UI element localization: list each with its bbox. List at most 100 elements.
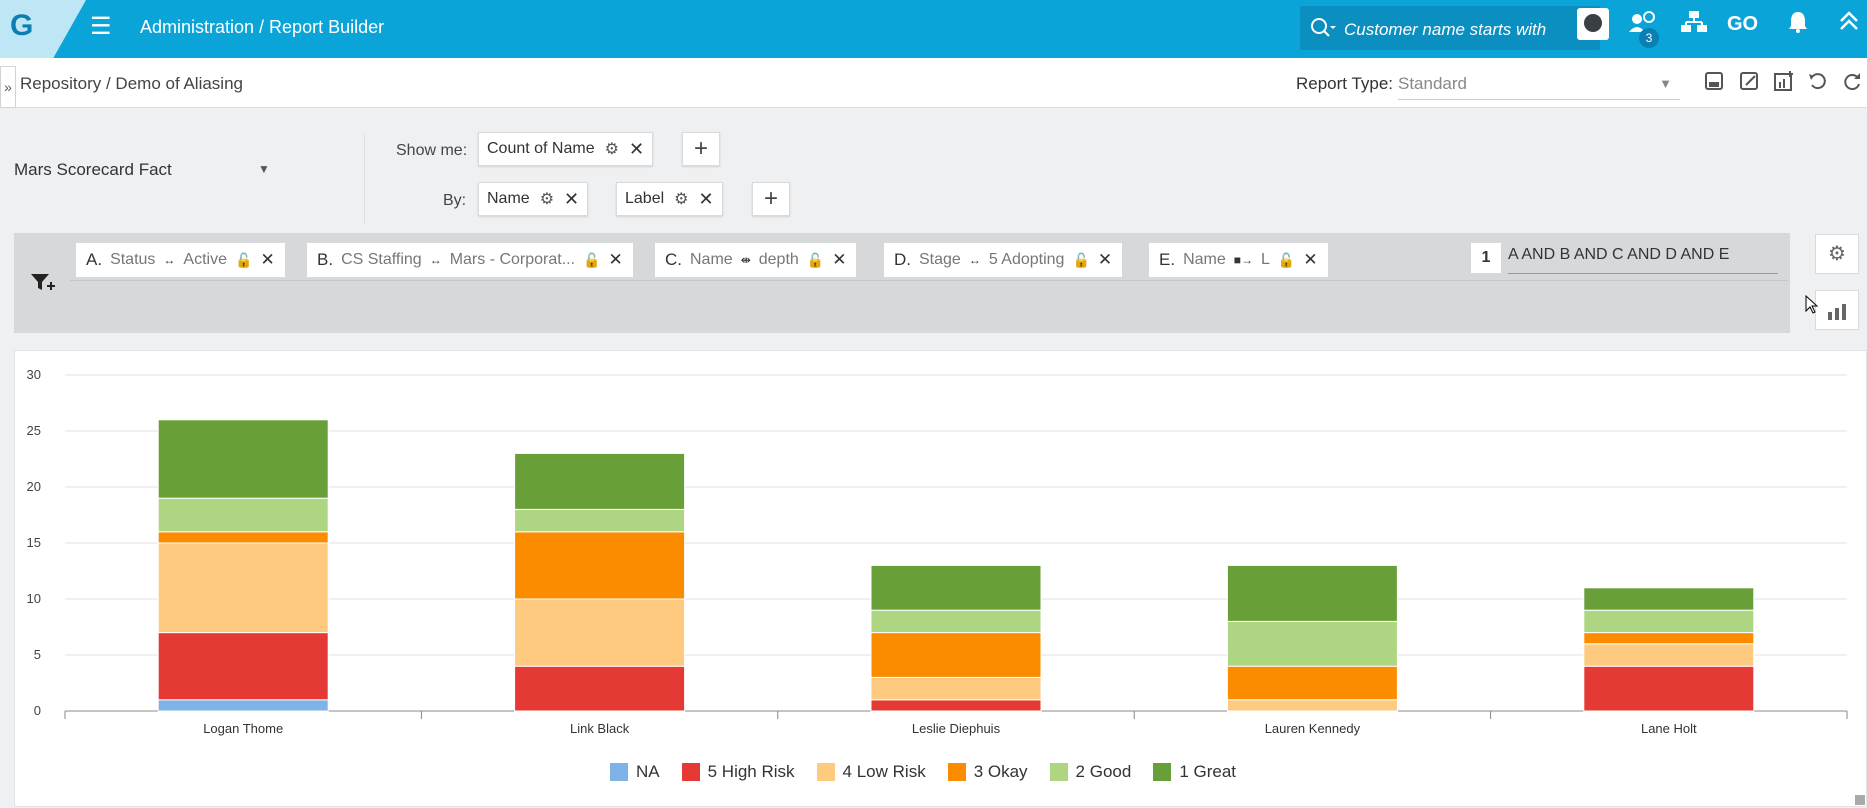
divider (70, 280, 1788, 281)
unlock-icon[interactable]: 🔓 (806, 251, 825, 268)
filter-value: Active (183, 251, 227, 268)
collapse-header-icon[interactable] (1838, 10, 1860, 38)
filter-chip-c[interactable]: C. Name ⇼ depth 🔓 ✕ (655, 243, 857, 277)
bar-segment (157, 632, 329, 701)
expand-panel-button[interactable]: » (0, 66, 16, 108)
save-icon[interactable] (1702, 70, 1726, 94)
bar-segment (1226, 564, 1398, 622)
close-icon[interactable]: ✕ (628, 138, 645, 159)
show-me-field-chip[interactable]: Count of Name ⚙ ✕ (478, 132, 654, 166)
global-search[interactable]: Customer name starts with (1300, 6, 1600, 50)
hierarchy-icon[interactable] (1680, 10, 1708, 40)
unlock-icon[interactable]: 🔓 (1277, 251, 1296, 268)
bar-segment (1583, 643, 1755, 667)
filter-chip-d[interactable]: D. Stage ↔ 5 Adopting 🔓 ✕ (884, 243, 1123, 277)
unlock-icon[interactable]: 🔓 (1072, 251, 1090, 268)
bell-icon[interactable] (1788, 10, 1808, 40)
stacked-bar-chart: 0 5 10 15 20 25 30 Logan Thome Link Black Leslie … (27, 367, 1848, 736)
filter-chip-e[interactable]: E. Name ■→ L 🔓 ✕ (1149, 243, 1328, 277)
legend-swatch (1153, 763, 1172, 781)
filter-logic-input[interactable]: A AND B AND C AND D AND E (1508, 244, 1778, 274)
y-tick-label: 30 (27, 367, 41, 382)
legend-label: NA (636, 762, 660, 781)
report-breadcrumb[interactable]: Repository / Demo of Aliasing (20, 74, 243, 93)
group-by-chip-name[interactable]: Name ⚙ ✕ (478, 182, 589, 216)
bar-segment (157, 497, 329, 533)
bar-segment (1583, 609, 1755, 634)
report-type-select[interactable]: Standard ▼ (1398, 70, 1680, 100)
search-icon[interactable] (1310, 17, 1336, 44)
filter-chip-b[interactable]: B. CS Staffing ↔ Mars - Corporat... 🔓 ✕ (307, 243, 633, 277)
go-button[interactable]: GO (1727, 13, 1759, 35)
report-type-value[interactable]: Standard (1398, 74, 1467, 93)
close-icon[interactable]: ✕ (1097, 250, 1113, 269)
bar-segment (1226, 665, 1398, 701)
filter-key: E. (1159, 250, 1176, 269)
source-object-select[interactable]: Mars Scorecard Fact (14, 160, 172, 179)
filter-value: L (1261, 251, 1270, 268)
legend-item[interactable]: 1 Great (1153, 762, 1236, 782)
filter-operator-icon: ↔ (429, 253, 442, 267)
top-breadcrumb: Administration / Report Builder (140, 17, 385, 37)
resize-handle[interactable] (1855, 795, 1865, 805)
close-icon[interactable]: ✕ (1303, 250, 1318, 269)
filter-key: B. (317, 250, 334, 269)
close-icon[interactable]: ✕ (832, 250, 847, 269)
bar-segment (870, 609, 1042, 634)
filter-field: Status (110, 251, 156, 268)
save-as-icon[interactable] (1737, 70, 1761, 94)
gear-icon[interactable]: ⚙ (674, 191, 689, 208)
gear-icon[interactable]: ⚙ (539, 191, 555, 208)
bar-segment (870, 676, 1042, 701)
gear-icon[interactable]: ⚙ (604, 141, 619, 158)
bar-segment (870, 699, 1042, 712)
chart-type-button[interactable] (1815, 290, 1859, 330)
bar-segment (870, 632, 1042, 678)
add-group-by-button[interactable]: + (752, 182, 790, 216)
add-show-me-button[interactable]: + (682, 132, 720, 166)
menu-icon[interactable]: ☰ (90, 13, 112, 40)
bar-segment (157, 531, 329, 544)
group-by-chip-label[interactable]: Label ⚙ ✕ (616, 182, 723, 216)
chip-label: Count of Name (487, 140, 595, 157)
bar-segment (157, 419, 329, 499)
legend-item[interactable]: 4 Low Risk (816, 762, 926, 782)
legend-item[interactable]: 3 Okay (947, 762, 1028, 782)
chevron-down-icon[interactable]: ▼ (1659, 76, 1672, 91)
legend-item[interactable]: NA (610, 762, 660, 782)
legend-item[interactable]: 2 Good (1049, 762, 1131, 782)
filter-key: C. (665, 250, 682, 269)
search-placeholder[interactable]: Customer name starts with (1344, 20, 1547, 39)
logo[interactable]: G (10, 9, 34, 42)
bar-segment (1226, 620, 1398, 667)
legend-label: 3 Okay (973, 762, 1028, 781)
bar-segment (514, 665, 686, 712)
close-icon[interactable]: ✕ (608, 250, 623, 269)
bar-segment (514, 508, 686, 533)
legend-item[interactable]: 5 High Risk (681, 762, 795, 782)
chart-card: 0 5 10 15 20 25 30 Logan Thome Link Black Leslie … (14, 350, 1867, 807)
filter-operator-icon: ↔ (163, 253, 176, 267)
filter-chip-a[interactable]: A. Status ↔ Active 🔓 ✕ (76, 243, 285, 277)
bar-segment (870, 564, 1042, 611)
close-icon[interactable]: ✕ (698, 188, 714, 209)
filter-operator-icon: ■→ (1233, 253, 1253, 267)
unlock-icon[interactable]: 🔓 (583, 251, 601, 268)
legend-swatch (610, 763, 628, 781)
avatar[interactable] (1577, 8, 1609, 40)
add-to-dashboard-icon[interactable] (1772, 70, 1796, 94)
unlock-icon[interactable]: 🔓 (235, 251, 253, 268)
legend-swatch (1049, 763, 1068, 781)
legend-label: 5 High Risk (707, 762, 795, 781)
bar-segment (1583, 587, 1755, 611)
filter-field: Stage (919, 251, 961, 268)
refresh-icon[interactable] (1840, 70, 1864, 94)
y-tick-label: 15 (27, 535, 41, 550)
report-type-label: Report Type: (1296, 74, 1394, 93)
settings-gear-button[interactable]: ⚙ (1815, 234, 1859, 274)
close-icon[interactable]: ✕ (260, 250, 275, 269)
chevron-down-icon[interactable]: ▼ (258, 162, 270, 176)
close-icon[interactable]: ✕ (564, 188, 580, 209)
add-filter-icon[interactable] (30, 272, 56, 300)
undo-icon[interactable] (1806, 70, 1830, 94)
